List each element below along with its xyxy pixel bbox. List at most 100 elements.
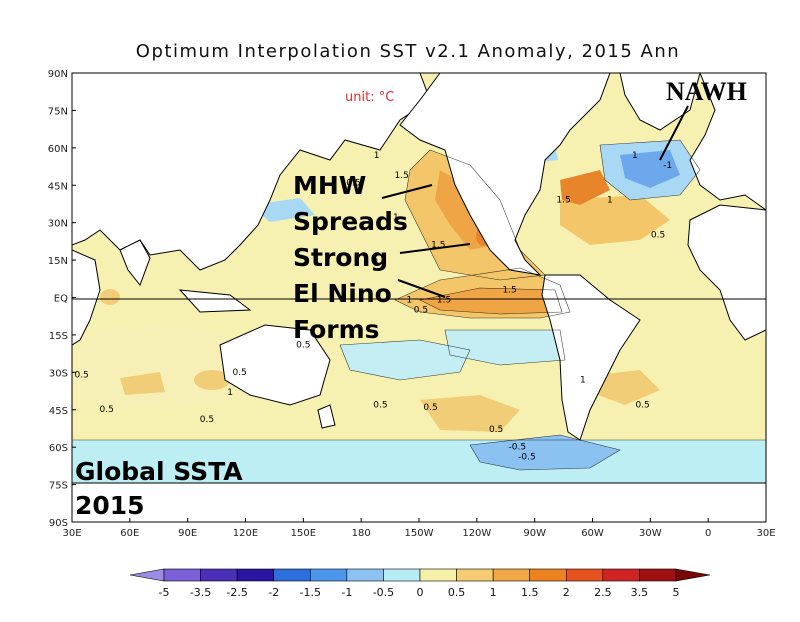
nawh-arrow — [659, 105, 689, 161]
contour-value-label: 1 — [580, 375, 586, 385]
contour-value-label: 0.5 — [414, 305, 428, 315]
contour-value-label: 1 — [406, 295, 412, 305]
lon-tick-label: 90E — [178, 528, 197, 539]
north-atlantic-warm — [560, 195, 670, 245]
map-title: Optimum Interpolation SST v2.1 Anomaly, … — [136, 41, 680, 62]
colorbar-tick-label: -1 — [341, 586, 352, 599]
el-nino-arrow — [397, 279, 446, 298]
indonesia — [178, 289, 252, 313]
contour-value-label: 1 — [607, 196, 613, 206]
plot-area: 1.510.511.511.51.510.50.50.5 0.510.50.50.… — [72, 73, 766, 522]
mhw-line-4: El Nino — [293, 279, 392, 308]
lon-tick-label: 30E — [62, 528, 81, 539]
antarctica — [72, 482, 766, 522]
unit-label: unit: °C — [345, 90, 394, 105]
australia-warm-spot — [194, 370, 230, 390]
lon-tick-label: 90W — [523, 528, 546, 539]
land-masses — [72, 73, 766, 522]
colorbar-tick-label: -2 — [268, 586, 279, 599]
lon-tick-label: 30W — [639, 528, 662, 539]
contour-value-label: 0.5 — [346, 178, 360, 188]
latitude-labels: 90N 75N 60N 45N 30N 15N EQ 15S 30S 45S 60S 75S 90S — [48, 69, 76, 529]
contour-value-label: 0.5 — [635, 400, 649, 410]
lat-tick-label: 60S — [49, 443, 68, 454]
colorbar-tick-label: -0.5 — [373, 586, 394, 599]
mhw-line-1: MHW — [293, 171, 366, 200]
south-america — [541, 274, 641, 441]
colorbar — [129, 568, 711, 582]
colorbar-segment — [309, 568, 348, 582]
mhw-annotation: MHW Spreads Strong El Nino Forms — [293, 171, 408, 344]
nawh-cool-2 — [620, 150, 680, 188]
colorbar-max-arrow — [675, 568, 711, 582]
asia-landmass — [72, 73, 431, 271]
contour-value-label: 0.5 — [373, 400, 387, 410]
lon-tick-label: 60E — [120, 528, 139, 539]
contour-value-label: 0.5 — [200, 415, 214, 425]
lon-tick-label: 120E — [233, 528, 258, 539]
lat-tick-label: 60N — [48, 144, 68, 155]
contour-value-label: 0.5 — [489, 425, 503, 435]
colorbar-tick-label: -5 — [159, 586, 170, 599]
contour-value-label: 0.5 — [233, 368, 247, 378]
contour-value-label: 1.5 — [437, 295, 451, 305]
colorbar-tick-labels: -5 -3.5 -2.5 -2 -1.5 -1 -0.5 0 0.5 1 1.5 2 2.5 3.5 5 — [159, 586, 680, 599]
lat-tick-label: 45N — [48, 181, 68, 192]
colorbar-segment — [456, 568, 494, 582]
lat-tick-label: 30S — [49, 368, 68, 379]
south-pacific-cool-patch — [340, 340, 470, 380]
contour-value-label: 0.5 — [100, 405, 114, 415]
colorbar-segment — [383, 568, 421, 582]
australia — [219, 324, 331, 406]
colorbar-min-arrow — [129, 568, 165, 582]
south-indian-warm — [120, 372, 165, 395]
lon-tick-label: 120W — [462, 528, 491, 539]
south-atlantic-warm — [595, 370, 660, 405]
india — [119, 239, 151, 287]
longitude-labels: 30E 60E 90E 120E 150E 180 150W 120W 90W 60W 30W 0 30… — [62, 518, 776, 539]
colorbar-segment — [273, 568, 311, 582]
colorbar-segment — [565, 568, 604, 582]
new-zealand — [317, 404, 336, 429]
indian-ocean-fill — [75, 320, 240, 410]
colorbar-tick-label: 2 — [563, 586, 570, 599]
colorbar-segment — [639, 568, 677, 582]
colorbar-segment — [602, 568, 640, 582]
north-america — [399, 73, 611, 276]
colorbar-tick-label: 0 — [417, 586, 424, 599]
colorbar-tick-label: -2.5 — [226, 586, 247, 599]
southern-cool-patch — [470, 435, 620, 470]
colorbar-segment — [529, 568, 567, 582]
contour-value-label: -0.5 — [509, 443, 527, 453]
colorbar-segment — [419, 568, 457, 582]
contour-value-label: 0.5 — [296, 340, 310, 350]
strong-arrow — [399, 243, 471, 254]
contour-value-label: 1 — [393, 213, 399, 223]
contour-value-label: 1 — [374, 151, 380, 161]
south-pacific-cool-patch-2 — [445, 330, 565, 365]
lon-tick-label: 150E — [291, 528, 316, 539]
europe — [689, 73, 766, 211]
gulf-stream-warm — [560, 170, 610, 205]
lon-tick-label: 60W — [581, 528, 604, 539]
lon-tick-label: 150W — [405, 528, 434, 539]
contour-value-label: 1.5 — [502, 286, 516, 296]
lat-tick-label: EQ — [54, 294, 68, 305]
africa-west — [687, 204, 766, 341]
lon-tick-label: 0 — [705, 528, 711, 539]
contour-value-label: 1 — [374, 258, 380, 268]
lat-tick-label: 30N — [48, 219, 68, 230]
colorbar-tick-label: -1.5 — [300, 586, 321, 599]
lon-tick-label: 180 — [352, 528, 371, 539]
contour-value-label: 1.5 — [431, 241, 445, 251]
colorbar-tick-label: 1 — [490, 586, 497, 599]
global-ssta-line-1: Global SSTA — [75, 457, 243, 486]
colorbar-tick-label: 3.5 — [631, 586, 649, 599]
colorbar-segment — [200, 568, 238, 582]
colorbar-segment — [163, 568, 201, 582]
colorbar-segment — [236, 568, 275, 582]
contour-value-label: 0.5 — [651, 231, 665, 241]
contour-lines — [72, 139, 766, 471]
